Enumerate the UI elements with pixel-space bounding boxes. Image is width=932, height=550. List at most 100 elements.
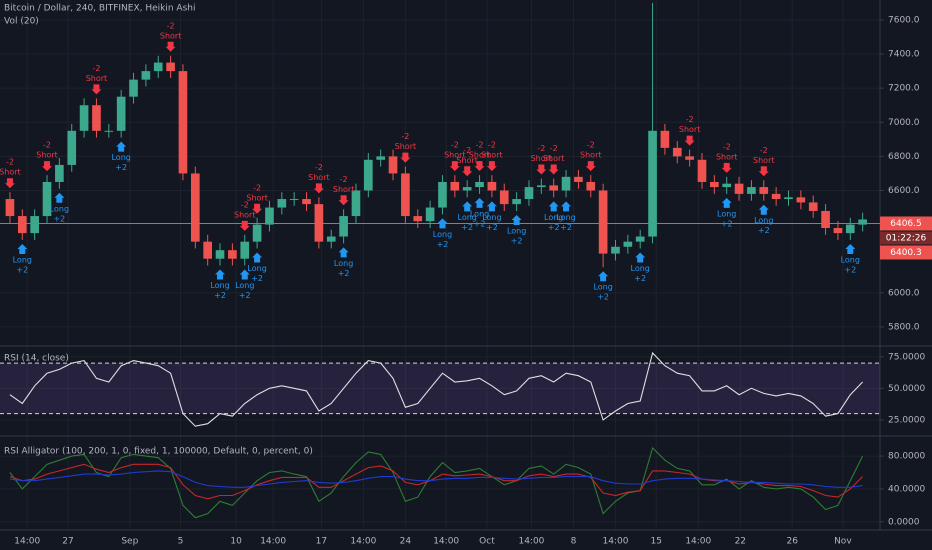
price-label: 6400.3 [890, 248, 922, 258]
candle-body [326, 236, 336, 242]
rsi-title: RSI (14, close) [4, 354, 69, 364]
x-tick-label: 14:00 [14, 537, 40, 547]
candle-body [734, 183, 744, 194]
signal-label: Short [469, 151, 490, 160]
candle-body [67, 130, 77, 165]
signal-label: Long [458, 213, 477, 222]
y-tick-label: 7200.0 [888, 84, 920, 94]
signal-size: -2 [92, 64, 100, 73]
short-arrow [474, 161, 485, 172]
signal-label: Long [433, 230, 452, 239]
signal-size: -2 [43, 141, 51, 150]
signal-size: -2 [167, 21, 175, 30]
x-tick-label: 15 [651, 537, 662, 547]
x-tick-label: 24 [400, 537, 412, 547]
signal-label: Long [556, 213, 575, 222]
candle-body [697, 159, 707, 182]
long-arrow [486, 201, 497, 212]
candle-body [376, 156, 386, 160]
candle-body [549, 185, 559, 191]
candle-body [450, 181, 460, 191]
x-tick-label: Sep [121, 537, 138, 547]
candle-body [598, 190, 608, 254]
candle-body [499, 190, 509, 205]
signal-size: +2 [758, 226, 770, 235]
x-tick-label: 14:00 [518, 537, 544, 547]
signal-size: -2 [6, 158, 14, 167]
signal-label: Short [246, 193, 267, 202]
y-tick-label: 7400.0 [888, 50, 920, 60]
short-arrow [338, 195, 349, 206]
signal-size: +2 [560, 223, 572, 232]
signal-label: Long [544, 213, 563, 222]
candle-body [17, 216, 27, 234]
candle-body [153, 62, 163, 72]
x-tick-label: Oct [479, 537, 495, 547]
y-tick-label: 7600.0 [888, 15, 920, 25]
signal-size: -2 [686, 115, 694, 124]
signal-size: -2 [587, 141, 595, 150]
signal-size: -2 [476, 141, 484, 150]
candle-body [808, 202, 818, 211]
chart-title: Bitcoin / Dollar, 240, BITFINEX, Heikin … [4, 4, 196, 14]
signal-size: +2 [53, 214, 65, 223]
x-tick-label: 14:00 [603, 537, 629, 547]
signal-label: Short [444, 151, 465, 160]
signal-size: -2 [451, 141, 459, 150]
candle-body [363, 159, 373, 191]
signal-size: -2 [340, 175, 348, 184]
signal-size: -2 [315, 163, 323, 172]
signal-label: Short [234, 210, 255, 219]
signal-size: +2 [437, 240, 449, 249]
signal-size: -2 [463, 146, 471, 155]
countdown-label: 01:22:26 [886, 233, 927, 243]
long-arrow [561, 201, 572, 212]
signal-label: Long [470, 209, 489, 218]
candle-body [574, 176, 583, 182]
candle-body [166, 62, 175, 72]
candle-body [623, 241, 633, 247]
signal-label: Long [754, 216, 773, 225]
marks [0, 2, 880, 519]
rsi-band [0, 363, 880, 414]
candle-body [413, 216, 423, 222]
signal-label: Long [50, 204, 69, 213]
candle-body [401, 173, 410, 217]
signal-size: +2 [844, 265, 856, 274]
short-arrow [449, 161, 460, 172]
y-tick-label: 6800.0 [888, 152, 920, 162]
candle-body [339, 216, 348, 237]
signal-size: -2 [723, 142, 731, 151]
long-arrow [548, 201, 559, 212]
short-arrow [239, 220, 250, 231]
short-arrow [313, 183, 324, 194]
short-arrow [758, 166, 769, 177]
y-tick-label: 5800.0 [888, 322, 920, 332]
last-price-label: 6406.5 [890, 219, 922, 229]
indicator-line [9, 470, 863, 488]
short-arrow [165, 41, 176, 52]
candle-body [178, 71, 188, 174]
short-arrow [4, 178, 15, 189]
short-arrow [684, 135, 695, 146]
signal-label: Long [235, 281, 254, 290]
y-tick-label: 7000.0 [888, 118, 920, 128]
x-tick-label: 5 [178, 537, 184, 547]
signal-label: Long [247, 264, 266, 273]
candle-body [129, 79, 138, 97]
x-tick-label: 27 [62, 537, 73, 547]
signal-size: +2 [721, 219, 733, 228]
candle-body [561, 176, 571, 191]
signal-size: +2 [474, 219, 486, 228]
candle-body [79, 105, 89, 131]
y-tick-label: 25.0000 [888, 415, 925, 425]
signal-size: -2 [241, 200, 249, 209]
indicator-line [9, 446, 864, 519]
signal-label: Long [210, 281, 229, 290]
candle-body [425, 207, 435, 222]
short-arrow [721, 162, 732, 173]
x-tick-label: 10 [230, 537, 242, 547]
short-arrow [536, 164, 547, 175]
candle-body [228, 250, 237, 259]
